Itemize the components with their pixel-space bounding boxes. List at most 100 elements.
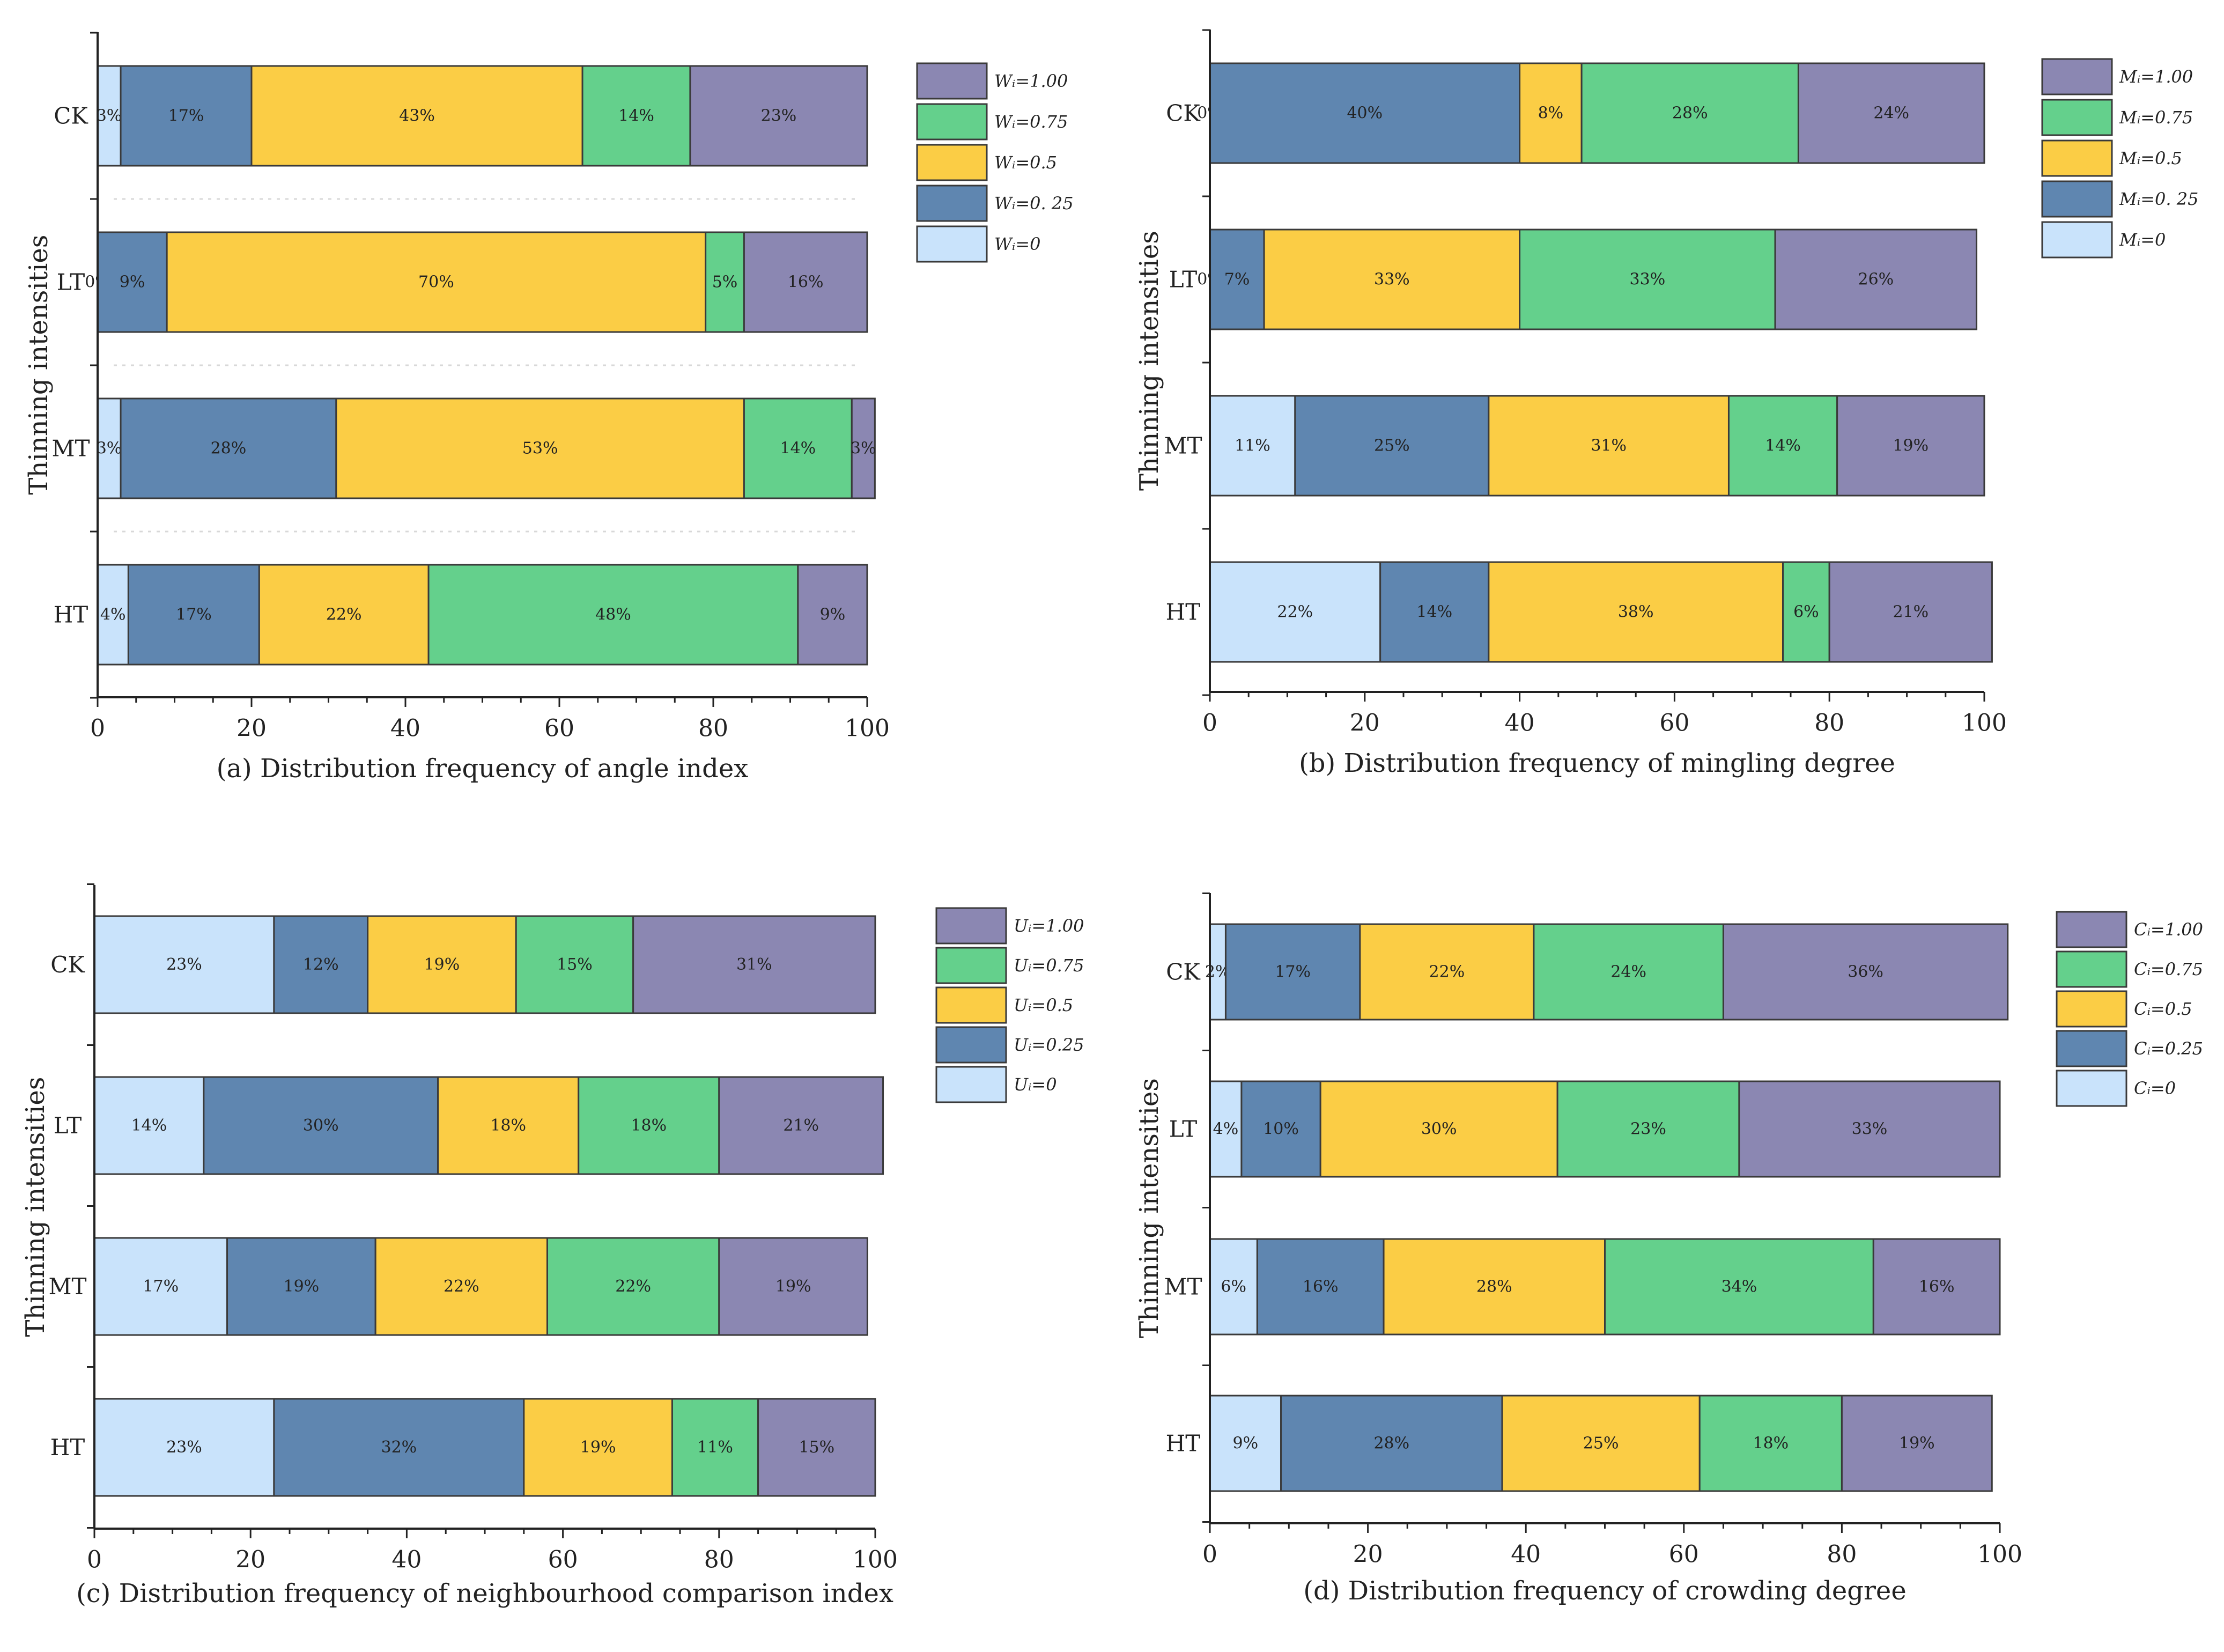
bar-value-label: 14% — [1765, 437, 1801, 455]
x-tick-label: 80 — [1827, 1541, 1857, 1568]
bar-value-label: 16% — [788, 273, 824, 292]
x-tick-label: 60 — [1669, 1541, 1699, 1568]
bar-segment — [1209, 1080, 1243, 1178]
bar-segment — [718, 1076, 884, 1175]
legend-label: Cᵢ=0.75 — [2134, 959, 2203, 979]
bar-value-label: 28% — [1476, 1278, 1512, 1296]
legend-label: Mᵢ=0.5 — [2119, 148, 2182, 168]
bar-value-label: 17% — [168, 107, 204, 126]
bar-value-label: 19% — [775, 1277, 811, 1296]
bar-value-label: 6% — [1221, 1278, 1246, 1296]
legend-swatch — [935, 1066, 1007, 1103]
bar-value-label: 31% — [736, 955, 772, 974]
legend: Cᵢ=1.00 Cᵢ=0.75 Cᵢ=0.5 Cᵢ=0.25 Cᵢ=0 — [2056, 911, 2203, 1107]
bar-value-label: 23% — [166, 1438, 202, 1457]
legend-swatch — [2056, 950, 2127, 988]
legend-label: Cᵢ=1.00 — [2134, 919, 2203, 940]
bar-value-label: 19% — [424, 955, 460, 974]
x-tick-label: 20 — [237, 715, 267, 742]
bar-segment — [258, 564, 430, 666]
legend-label: Uᵢ=0 — [1014, 1074, 1057, 1095]
legend-label: Mᵢ=0. 25 — [2119, 189, 2198, 209]
bar-value-label: 33% — [1630, 270, 1666, 289]
legend-label: Mᵢ=0.75 — [2119, 107, 2193, 128]
bar-segment — [120, 397, 337, 499]
bar-segment — [546, 1237, 720, 1336]
bar-segment — [120, 65, 253, 167]
category-label: CK — [54, 103, 88, 129]
bar-segment — [1209, 923, 1226, 1021]
bar-segment — [1263, 228, 1521, 330]
legend-swatch — [2041, 221, 2113, 259]
bar-segment — [1774, 228, 1978, 330]
bar-segment — [1580, 62, 1799, 164]
category-label: HT — [1166, 1430, 1201, 1457]
bar-segment — [1797, 62, 1985, 164]
x-tick-label: 100 — [853, 1546, 898, 1574]
bar-value-label: 6% — [1793, 603, 1819, 622]
bar-value-label: 22% — [1277, 603, 1313, 622]
x-tick-label: 60 — [544, 715, 574, 742]
y-axis-label: Thinning intensities — [1134, 231, 1164, 491]
legend-label: Wᵢ=0.75 — [994, 112, 1068, 132]
category-label: CK — [1166, 100, 1201, 127]
legend-swatch — [916, 103, 988, 141]
bar-value-label: 14% — [131, 1116, 167, 1135]
bar-segment — [743, 231, 868, 333]
bar-value-label: 15% — [557, 955, 593, 974]
bar-value-label: 5% — [712, 273, 738, 292]
category-label: CK — [50, 952, 85, 978]
bar-value-label: 25% — [1374, 437, 1410, 455]
y-axis-label: Thinning intensities — [1134, 1078, 1164, 1338]
bar-value-label: 22% — [444, 1277, 479, 1296]
bar-value-label: 19% — [1899, 1434, 1935, 1453]
x-tick-label: 60 — [548, 1546, 578, 1574]
bar-segment — [1533, 923, 1724, 1021]
bar-value-label: 34% — [1721, 1278, 1757, 1296]
chart-caption: (c) Distribution frequency of neighbourh… — [76, 1579, 893, 1609]
x-tick-label: 0 — [1202, 1541, 1217, 1568]
bar-value-label: 9% — [820, 606, 846, 624]
bar-value-label: 3% — [97, 107, 122, 126]
bar-value-label: 23% — [1630, 1120, 1666, 1139]
x-tick-label: 100 — [1962, 710, 2007, 737]
category-label: HT — [1166, 599, 1201, 625]
category-label: HT — [54, 602, 88, 628]
bar-segment — [93, 1076, 205, 1175]
bar-value-label: 16% — [1919, 1278, 1955, 1296]
bar-value-label: 26% — [1858, 270, 1894, 289]
bar-value-label: 18% — [1753, 1434, 1789, 1453]
bar-value-label: 23% — [166, 955, 202, 974]
legend-swatch — [2056, 990, 2127, 1028]
bar-value-label: 17% — [143, 1277, 179, 1296]
bar-value-label: 11% — [1235, 437, 1270, 455]
x-tick-label: 100 — [845, 715, 890, 742]
bar-segment — [797, 564, 868, 666]
y-axis-label: Thinning intensities — [20, 1077, 50, 1337]
category-label: MT — [51, 436, 90, 462]
bar-value-label: 19% — [283, 1277, 319, 1296]
bar-segment — [1782, 561, 1830, 663]
bar-segment — [273, 915, 369, 1014]
bar-value-label: 53% — [522, 439, 558, 458]
bar-segment — [1379, 561, 1490, 663]
bar-segment — [1828, 561, 1993, 663]
bar-value-label: 43% — [399, 107, 435, 126]
legend-swatch — [2056, 1030, 2127, 1067]
legend-label: Cᵢ=0.5 — [2134, 999, 2192, 1019]
bar-value-label: 4% — [100, 606, 126, 624]
legend-label: Wᵢ=0.5 — [994, 152, 1057, 173]
bar-value-label: 19% — [580, 1438, 616, 1457]
legend-label: Uᵢ=0.25 — [1014, 1035, 1084, 1055]
bar-segment — [1836, 395, 1985, 497]
bar-segment — [1698, 1395, 1843, 1492]
bar-value-label: 24% — [1610, 963, 1646, 982]
bar-segment — [1294, 395, 1490, 497]
bar-value-label: 18% — [631, 1116, 667, 1135]
bar-value-label: 17% — [176, 606, 212, 624]
bar-value-label: 14% — [618, 107, 654, 126]
chart-panel-a: 3%17%43%14%23%CK0%9%70%5%16%LT3%28%53%14… — [24, 32, 1074, 784]
bar-value-label: 12% — [303, 955, 339, 974]
chart-caption: (d) Distribution frequency of crowding d… — [1303, 1576, 1907, 1606]
bar-value-label: 40% — [1347, 104, 1383, 123]
